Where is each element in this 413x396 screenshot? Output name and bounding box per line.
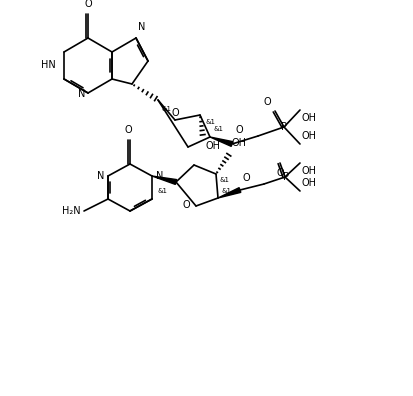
Text: &1: &1 <box>219 177 229 183</box>
Polygon shape <box>210 137 233 147</box>
Text: OH: OH <box>232 138 247 148</box>
Text: &1: &1 <box>158 188 168 194</box>
Text: &1: &1 <box>162 106 172 112</box>
Text: O: O <box>242 173 250 183</box>
Text: &1: &1 <box>221 188 231 194</box>
Text: O: O <box>263 97 271 107</box>
Text: OH: OH <box>302 178 317 188</box>
Text: O: O <box>171 107 179 118</box>
Text: OH: OH <box>205 141 220 151</box>
Text: O: O <box>182 200 190 210</box>
Text: &1: &1 <box>213 126 223 132</box>
Text: P: P <box>283 172 289 182</box>
Polygon shape <box>152 176 177 185</box>
Text: OH: OH <box>302 113 317 123</box>
Text: O: O <box>124 125 132 135</box>
Text: &1: &1 <box>205 119 215 125</box>
Text: N: N <box>97 171 104 181</box>
Text: HN: HN <box>41 61 56 70</box>
Text: P: P <box>281 122 287 132</box>
Text: H₂N: H₂N <box>62 206 81 216</box>
Text: N: N <box>138 22 145 32</box>
Text: OH: OH <box>302 131 317 141</box>
Text: O: O <box>235 125 243 135</box>
Text: N: N <box>156 171 164 181</box>
Text: OH: OH <box>302 166 317 176</box>
Text: N: N <box>78 89 85 99</box>
Polygon shape <box>218 188 241 198</box>
Text: O: O <box>84 0 92 9</box>
Text: O: O <box>276 168 284 178</box>
